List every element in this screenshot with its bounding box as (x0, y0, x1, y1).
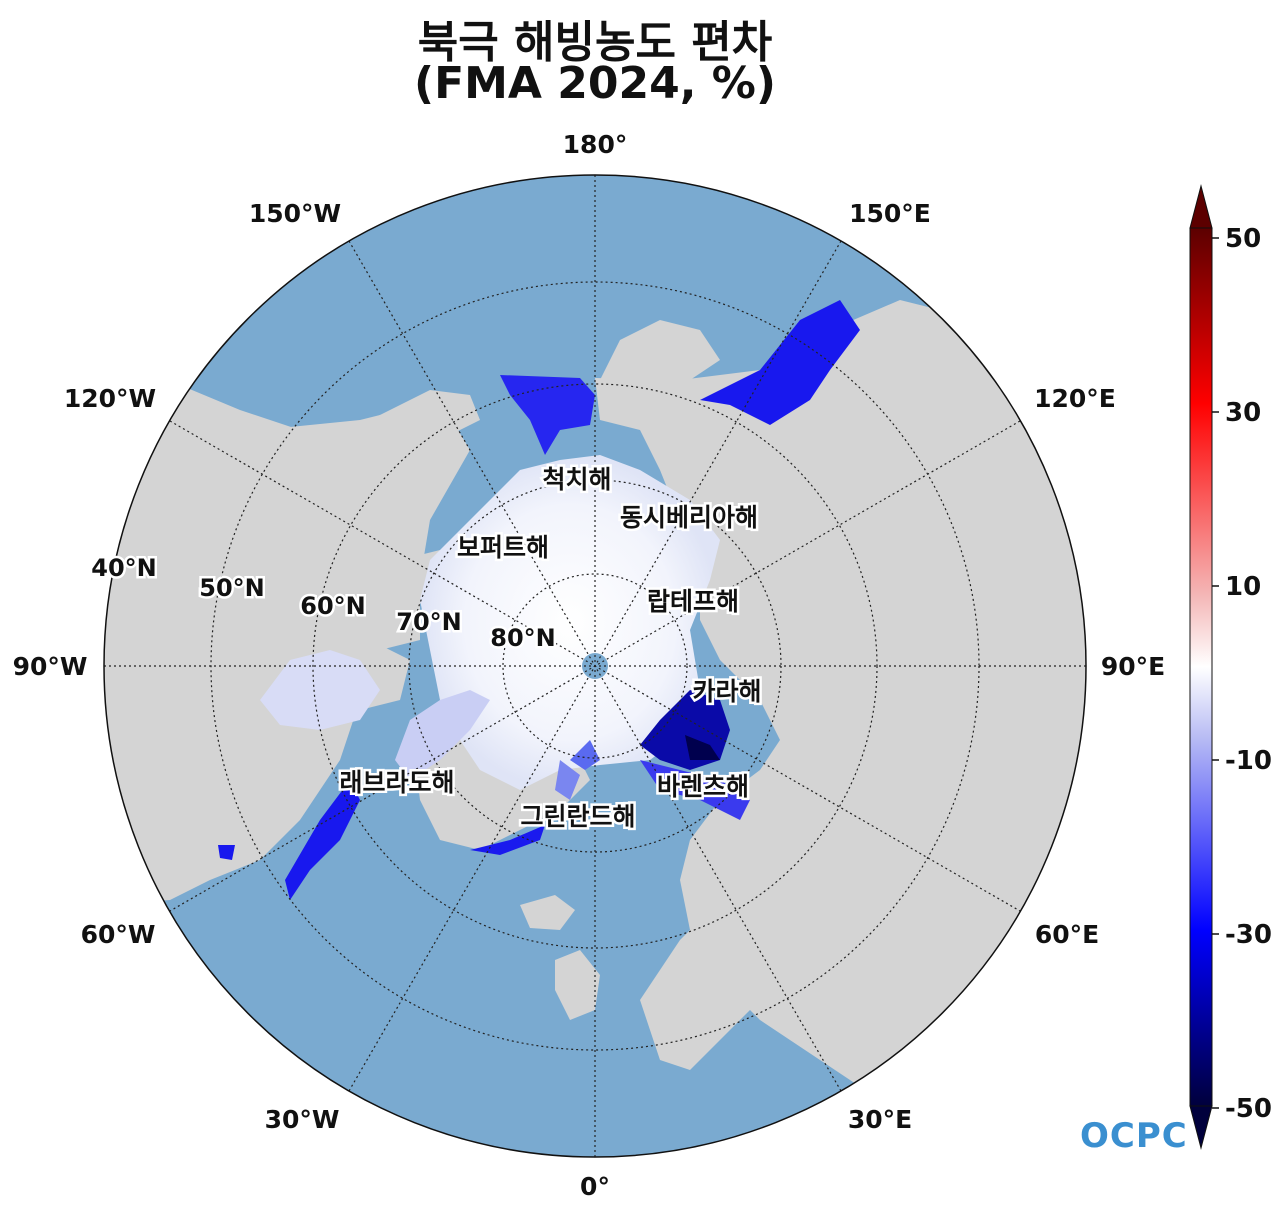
meridian-lines (104, 175, 1086, 1157)
lon-label-60w: 60°W (81, 920, 156, 949)
colorbar-label-minus-10: -10 (1225, 746, 1272, 776)
chart-subtitle: (FMA 2024, %) (413, 58, 776, 109)
colorbar-upper-extend (1189, 184, 1213, 229)
map-frame (103, 174, 1087, 1158)
hudson-bay-ice (260, 650, 380, 730)
colorbar-lower-extend (1189, 1105, 1213, 1150)
lon-label-150w: 150°W (249, 199, 341, 228)
lon-label-90w: 90°W (13, 652, 88, 681)
colorbar: 50 30 10 -10 -30 -50 (1189, 184, 1272, 1150)
sea-label-greenland: 그린란드해 (520, 802, 635, 831)
lat-label-50n: 50°N (199, 574, 264, 602)
lon-label-120e: 120°E (1034, 384, 1116, 413)
baffin-bay-ice (395, 690, 490, 780)
lon-label-30w: 30°W (265, 1105, 340, 1134)
chart-title: 북극 해빙농도 편차 (417, 17, 773, 68)
lon-label-120w: 120°W (64, 384, 156, 413)
map-area (104, 175, 1086, 1157)
lon-label-90e: 90°E (1101, 652, 1165, 681)
latitude-labels: 40°N 50°N 60°N 70°N 80°N (89, 552, 558, 655)
anomaly-patches (218, 300, 860, 900)
lon-label-30e: 30°E (848, 1105, 912, 1134)
sea-labels: 척치해 동시베리아해 보퍼트해 랍테프해 카라해 바렌츠해 래브라도해 그린란드… (337, 463, 764, 834)
lon-label-60e: 60°E (1035, 920, 1099, 949)
sea-label-laptev: 랍테프해 (647, 587, 739, 616)
colorbar-label-minus-30: -30 (1225, 920, 1272, 950)
lat-label-80n: 80°N (490, 624, 555, 652)
lon-label-0: 0° (580, 1172, 610, 1201)
sea-label-barents: 바렌츠해 (657, 772, 749, 801)
sea-label-kara: 카라해 (692, 677, 761, 706)
lat-label-70n: 70°N (396, 608, 461, 636)
sea-label-chukchi: 척치해 (542, 465, 611, 494)
colorbar-label-30: 30 (1225, 398, 1261, 428)
sea-label-east-siberian: 동시베리아해 (620, 503, 758, 532)
sea-label-labrador: 래브라도해 (339, 768, 454, 797)
colorbar-label-minus-50: -50 (1225, 1094, 1272, 1124)
lat-label-40n: 40°N (91, 554, 156, 582)
lon-label-150e: 150°E (849, 199, 931, 228)
colorbar-label-10: 10 (1225, 572, 1261, 602)
longitude-labels: 180° 150°E 120°E 90°E 60°E 30°E 0° 30°W … (13, 130, 1166, 1201)
colorbar-tick-labels: 50 30 10 -10 -30 -50 (1225, 224, 1272, 1124)
colorbar-ticks (1212, 237, 1219, 1109)
sea-label-beaufort: 보퍼트해 (457, 533, 549, 562)
colorbar-gradient (1189, 227, 1213, 1107)
colorbar-label-50: 50 (1225, 224, 1261, 254)
lat-label-60n: 60°N (300, 592, 365, 620)
lon-label-180: 180° (563, 130, 628, 159)
ocpc-logo: OCPC (1080, 1116, 1188, 1156)
